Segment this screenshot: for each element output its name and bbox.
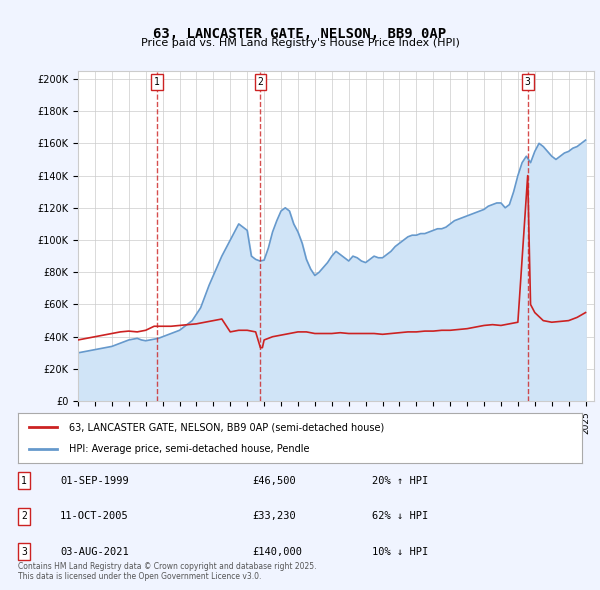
Text: 2: 2 bbox=[257, 77, 263, 87]
Text: 2: 2 bbox=[21, 512, 27, 521]
Text: 1: 1 bbox=[21, 476, 27, 486]
Text: £140,000: £140,000 bbox=[252, 547, 302, 556]
Text: 20% ↑ HPI: 20% ↑ HPI bbox=[372, 476, 428, 486]
Text: £33,230: £33,230 bbox=[252, 512, 296, 521]
Text: 3: 3 bbox=[525, 77, 530, 87]
Text: 10% ↓ HPI: 10% ↓ HPI bbox=[372, 547, 428, 556]
Text: HPI: Average price, semi-detached house, Pendle: HPI: Average price, semi-detached house,… bbox=[69, 444, 309, 454]
Text: 11-OCT-2005: 11-OCT-2005 bbox=[60, 512, 129, 521]
Text: Contains HM Land Registry data © Crown copyright and database right 2025.
This d: Contains HM Land Registry data © Crown c… bbox=[18, 562, 317, 581]
Text: Price paid vs. HM Land Registry's House Price Index (HPI): Price paid vs. HM Land Registry's House … bbox=[140, 38, 460, 48]
Text: 63, LANCASTER GATE, NELSON, BB9 0AP (semi-detached house): 63, LANCASTER GATE, NELSON, BB9 0AP (sem… bbox=[69, 422, 384, 432]
Text: 62% ↓ HPI: 62% ↓ HPI bbox=[372, 512, 428, 521]
Text: 3: 3 bbox=[21, 547, 27, 556]
Text: 1: 1 bbox=[154, 77, 160, 87]
Text: £46,500: £46,500 bbox=[252, 476, 296, 486]
Text: 03-AUG-2021: 03-AUG-2021 bbox=[60, 547, 129, 556]
Text: 63, LANCASTER GATE, NELSON, BB9 0AP: 63, LANCASTER GATE, NELSON, BB9 0AP bbox=[154, 27, 446, 41]
Text: 01-SEP-1999: 01-SEP-1999 bbox=[60, 476, 129, 486]
